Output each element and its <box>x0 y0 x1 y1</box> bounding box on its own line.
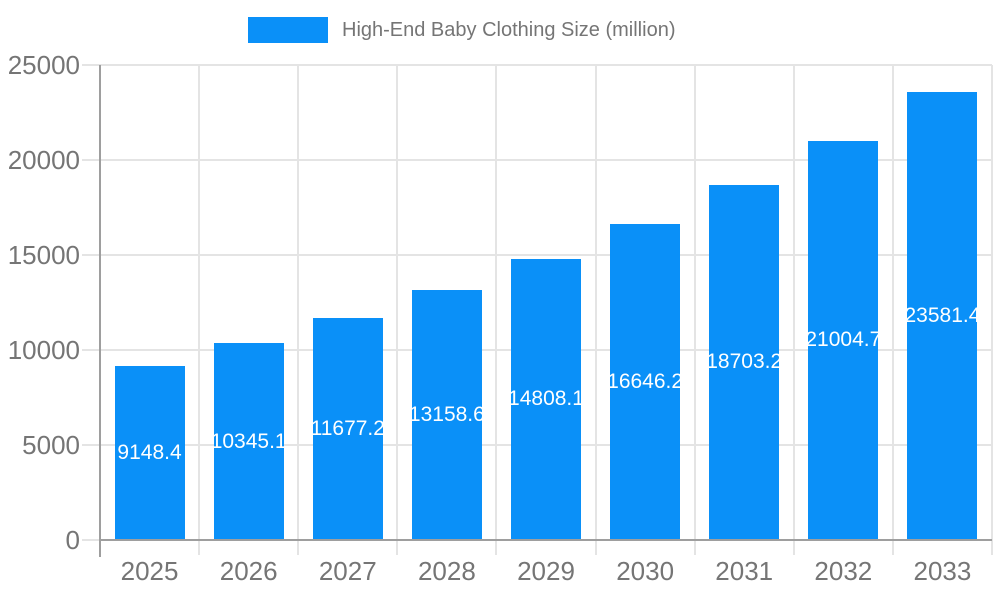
y-tick-label: 20000 <box>7 145 80 175</box>
horizontal-gridline <box>82 159 992 161</box>
vertical-gridline <box>693 65 696 555</box>
x-tick-label: 2031 <box>715 556 774 586</box>
bar-value-label: 18703.2 <box>709 350 780 374</box>
bar-value-label: 11677.2 <box>312 417 383 441</box>
legend-item[interactable]: High-End Baby Clothing Size (million) <box>248 17 675 43</box>
x-axis-line <box>100 539 992 541</box>
vertical-gridline <box>396 65 399 555</box>
y-tick-label: 10000 <box>7 335 80 365</box>
vertical-gridline <box>891 65 894 555</box>
bar-2025[interactable]: 9148.4 <box>114 366 185 540</box>
y-tick-label: 25000 <box>7 50 80 80</box>
bar-2031[interactable]: 18703.2 <box>709 184 780 540</box>
bar-2030[interactable]: 16646.2 <box>610 223 681 540</box>
vertical-gridline <box>297 65 300 555</box>
legend-swatch-icon <box>248 17 328 43</box>
bar-value-label: 16646.2 <box>610 369 681 393</box>
bar-2029[interactable]: 14808.1 <box>511 258 581 540</box>
x-tick-label: 2025 <box>120 556 179 586</box>
bar-value-label: 13158.6 <box>411 402 482 426</box>
bar-2028[interactable]: 13158.6 <box>411 289 482 540</box>
vertical-gridline <box>495 65 498 555</box>
vertical-gridline <box>792 65 795 555</box>
bar-2032[interactable]: 21004.7 <box>808 140 879 540</box>
x-tick-label: 2026 <box>219 556 278 586</box>
horizontal-gridline <box>82 64 992 66</box>
horizontal-gridline <box>82 254 992 256</box>
horizontal-gridline <box>82 539 100 541</box>
y-tick-label: 15000 <box>7 240 80 270</box>
y-tick-label: 0 <box>65 525 80 555</box>
vertical-gridline <box>991 65 993 555</box>
bar-value-label: 23581.4 <box>907 303 978 327</box>
bar-value-label: 10345.1 <box>213 429 284 453</box>
x-tick-label: 2033 <box>913 556 972 586</box>
legend-label: High-End Baby Clothing Size (million) <box>342 18 676 41</box>
bar-2026[interactable]: 10345.1 <box>213 343 284 540</box>
bar-2033[interactable]: 23581.4 <box>907 91 978 540</box>
vertical-gridline <box>594 65 597 555</box>
x-tick-label: 2027 <box>318 556 377 586</box>
bar-value-label: 21004.7 <box>808 328 879 352</box>
y-tick-label: 5000 <box>22 430 80 460</box>
bar-value-label: 14808.1 <box>511 387 581 411</box>
vertical-gridline <box>198 65 201 555</box>
x-tick-label: 2032 <box>814 556 873 586</box>
y-axis-line <box>99 65 101 557</box>
x-tick-label: 2029 <box>517 556 575 586</box>
x-tick-label: 2028 <box>417 556 476 586</box>
bar-value-label: 9148.4 <box>117 441 182 465</box>
bar-2027[interactable]: 11677.2 <box>312 318 383 540</box>
x-tick-label: 2030 <box>616 556 675 586</box>
